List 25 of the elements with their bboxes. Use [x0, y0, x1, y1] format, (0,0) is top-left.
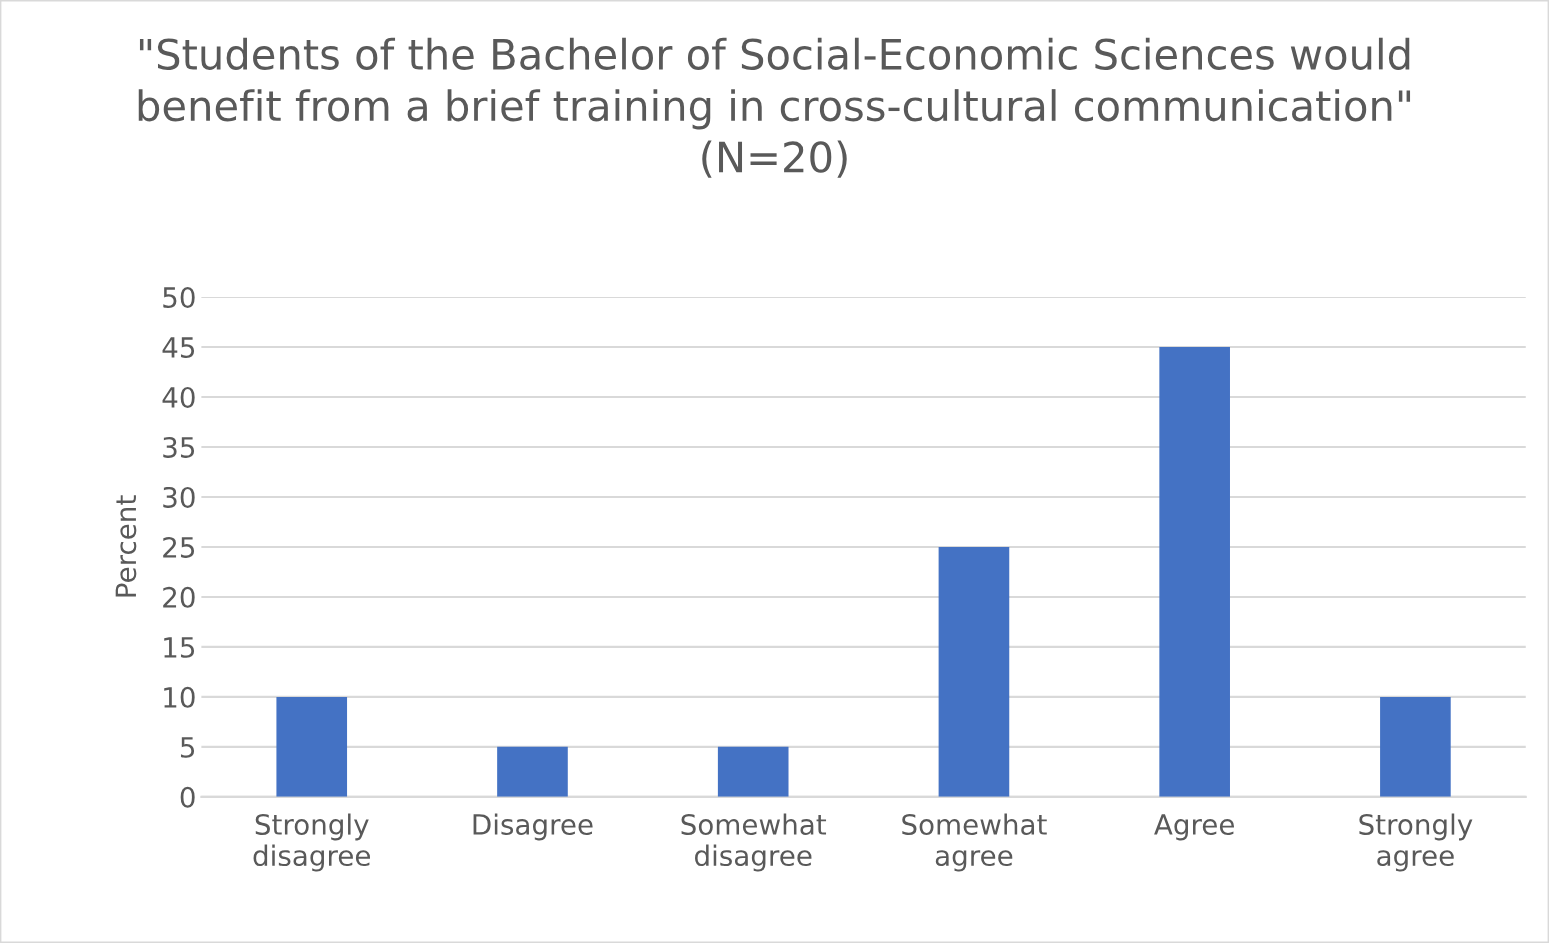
bar: [938, 546, 1010, 797]
y-tick-label: 5: [180, 737, 195, 758]
x-tick-label: Disagree: [473, 813, 593, 841]
bar: [276, 696, 348, 797]
y-tick-label: 0: [180, 786, 195, 808]
y-tick-label: 20: [163, 586, 195, 608]
x-tick-label: Somewhat disagree: [681, 813, 827, 872]
chart-title: "Students of the Bachelor of Social-Economic Sciences would benefit from a brief training in cross-cultural communication" (N=20): [138, 37, 1411, 178]
y-tick-label: 15: [164, 637, 195, 658]
y-tick-label: 45: [162, 337, 195, 358]
x-tick-label: Strongly agree: [1359, 813, 1473, 872]
y-tick-label: 40: [162, 386, 195, 408]
y-tick-label: 50: [163, 286, 195, 308]
bar: [1380, 696, 1451, 797]
y-tick-label: 35: [163, 436, 195, 458]
y-tick-label: 10: [164, 686, 195, 708]
x-tick-label: Somewhat agree: [902, 813, 1047, 872]
bar: [1159, 347, 1230, 797]
bar: [497, 746, 568, 797]
y-axis-title: Percent: [115, 495, 137, 597]
x-tick-label: Strongly disagree: [253, 813, 370, 872]
y-tick-label: 25: [163, 536, 195, 558]
bar: [717, 746, 789, 797]
x-tick-label: Agree: [1154, 814, 1234, 841]
y-tick-label: 30: [163, 486, 195, 508]
